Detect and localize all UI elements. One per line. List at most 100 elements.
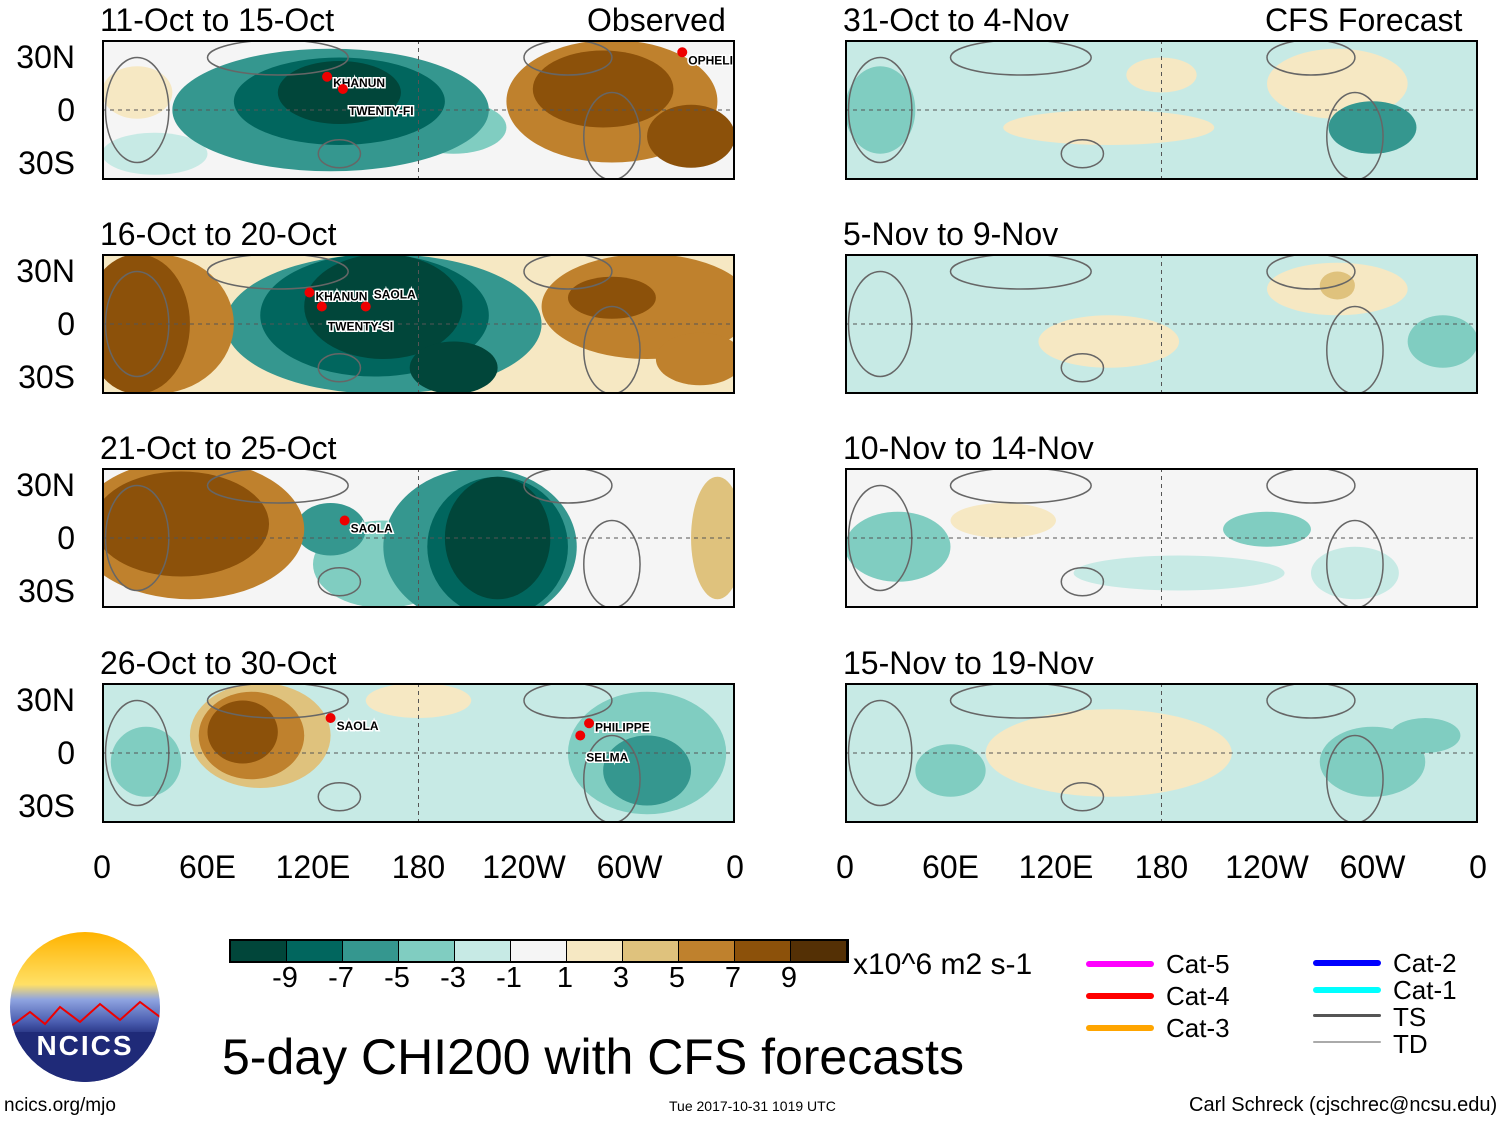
storm-marker: [322, 71, 333, 82]
lat-label: 0: [57, 306, 75, 342]
colorbar-swatch: [679, 941, 735, 961]
map-panel-observed: SAOLA PHILIPPE SELMA: [102, 683, 735, 823]
anomaly-region: [950, 503, 1056, 538]
legend-label: Cat-4: [1166, 981, 1230, 1011]
panel-frame: [845, 40, 1478, 180]
anomaly-region: [304, 254, 463, 359]
storm-label: TWENTY-SI: [328, 320, 393, 334]
colorbar-swatch: [791, 941, 847, 961]
coastline: [949, 468, 1092, 504]
coastline: [1266, 254, 1356, 290]
storm-marker: [677, 47, 688, 58]
storm-marker: [325, 713, 336, 723]
colorbar-swatch: [231, 941, 287, 961]
storm-label: SAOLA: [351, 522, 393, 536]
map-panel-forecast: [845, 683, 1478, 823]
source-url[interactable]: ncics.org/mjo: [4, 1095, 116, 1116]
legend-swatch-cat-4: [1086, 993, 1154, 999]
coastline: [583, 519, 641, 608]
anomaly-region: [1407, 315, 1478, 368]
coastline: [1266, 40, 1356, 76]
lon-label: 0: [93, 849, 111, 885]
colorbar-label: 9: [780, 962, 798, 994]
colorbar-label: 7: [724, 962, 742, 994]
colorbar-label: -5: [384, 962, 410, 994]
storm-label: SAOLA: [374, 288, 416, 302]
colorbar-label: 1: [556, 962, 574, 994]
colorbar-label: -1: [496, 962, 522, 994]
legend-swatch-cat-1: [1313, 987, 1381, 993]
colorbar-label: -7: [328, 962, 354, 994]
anomaly-region: [1038, 315, 1180, 368]
forecast-label: CFS Forecast: [1265, 2, 1463, 38]
storm-label: OPHELIA: [688, 53, 735, 67]
colorbar-swatch: [343, 941, 399, 961]
lon-label: 0: [836, 849, 854, 885]
lon-label: 120E: [275, 849, 351, 885]
panel-title: 21-Oct to 25-Oct: [100, 430, 337, 466]
anomaly-region: [1073, 555, 1285, 591]
anomaly-region: [567, 276, 656, 319]
storm-marker: [316, 301, 327, 312]
lon-label: 0: [1469, 849, 1487, 885]
map-panel-forecast: [845, 254, 1478, 394]
anomaly-region: [603, 735, 692, 806]
panel-title: 10-Nov to 14-Nov: [843, 430, 1094, 466]
lon-label: 120W: [1225, 849, 1309, 885]
lon-label: 0: [726, 849, 744, 885]
storm-label: TWENTY-FI: [349, 104, 414, 118]
lon-label: 60W: [1339, 849, 1406, 885]
lon-label: 120W: [482, 849, 566, 885]
lat-label: 30S: [18, 573, 75, 609]
storm-label: KHANUN: [315, 290, 367, 304]
lat-label: 30S: [18, 359, 75, 395]
colorbar-swatch: [399, 941, 455, 961]
coastline: [317, 353, 362, 383]
coastline: [1266, 683, 1356, 719]
lat-label: 0: [57, 520, 75, 556]
observed-label: Observed: [587, 2, 726, 38]
lat-label: 30N: [16, 253, 75, 289]
anomaly-region: [1003, 110, 1215, 145]
lon-label: 60E: [179, 849, 236, 885]
colorbar-swatch: [455, 941, 511, 961]
coastline: [206, 40, 349, 76]
anomaly-region: [1310, 546, 1399, 600]
coastline: [1060, 782, 1105, 812]
anomaly-region: [1328, 101, 1417, 154]
storm-label: SAOLA: [337, 719, 379, 733]
legend-swatch-td: [1313, 1041, 1381, 1043]
anomaly-region: [409, 341, 498, 394]
coastline: [1060, 567, 1105, 597]
panel-frame: [102, 683, 735, 823]
figure-title: 5-day CHI200 with CFS forecasts: [222, 1029, 964, 1085]
anomaly-region: [985, 709, 1232, 797]
coastline: [583, 734, 641, 823]
storm-marker: [337, 84, 348, 94]
anomaly-region: [647, 104, 735, 168]
lon-label: 180: [1134, 849, 1189, 885]
legend-label: Cat-5: [1166, 949, 1230, 979]
lat-label: 30N: [16, 467, 75, 503]
anomaly-region: [532, 50, 674, 128]
coastline: [949, 40, 1092, 76]
storm-marker: [584, 718, 595, 729]
panel-frame: [102, 254, 735, 394]
panel-frame: [845, 254, 1478, 394]
logo-text: NCICS: [36, 1030, 134, 1061]
panel-title: 5-Nov to 9-Nov: [843, 216, 1059, 252]
panel-frame: [845, 468, 1478, 608]
panel-title: 11-Oct to 15-Oct: [100, 2, 335, 38]
colorbar-label: -3: [440, 962, 466, 994]
colorbar-swatch: [735, 941, 791, 961]
coastline: [523, 40, 613, 76]
coastline: [206, 254, 349, 290]
colorbar: [229, 939, 849, 963]
coastline: [1326, 734, 1384, 823]
legend-label: Cat-3: [1166, 1013, 1230, 1043]
coastline: [583, 305, 641, 394]
legend-swatch-cat-5: [1086, 961, 1154, 967]
storm-label: SELMA: [586, 751, 628, 765]
lat-label: 30S: [18, 788, 75, 824]
